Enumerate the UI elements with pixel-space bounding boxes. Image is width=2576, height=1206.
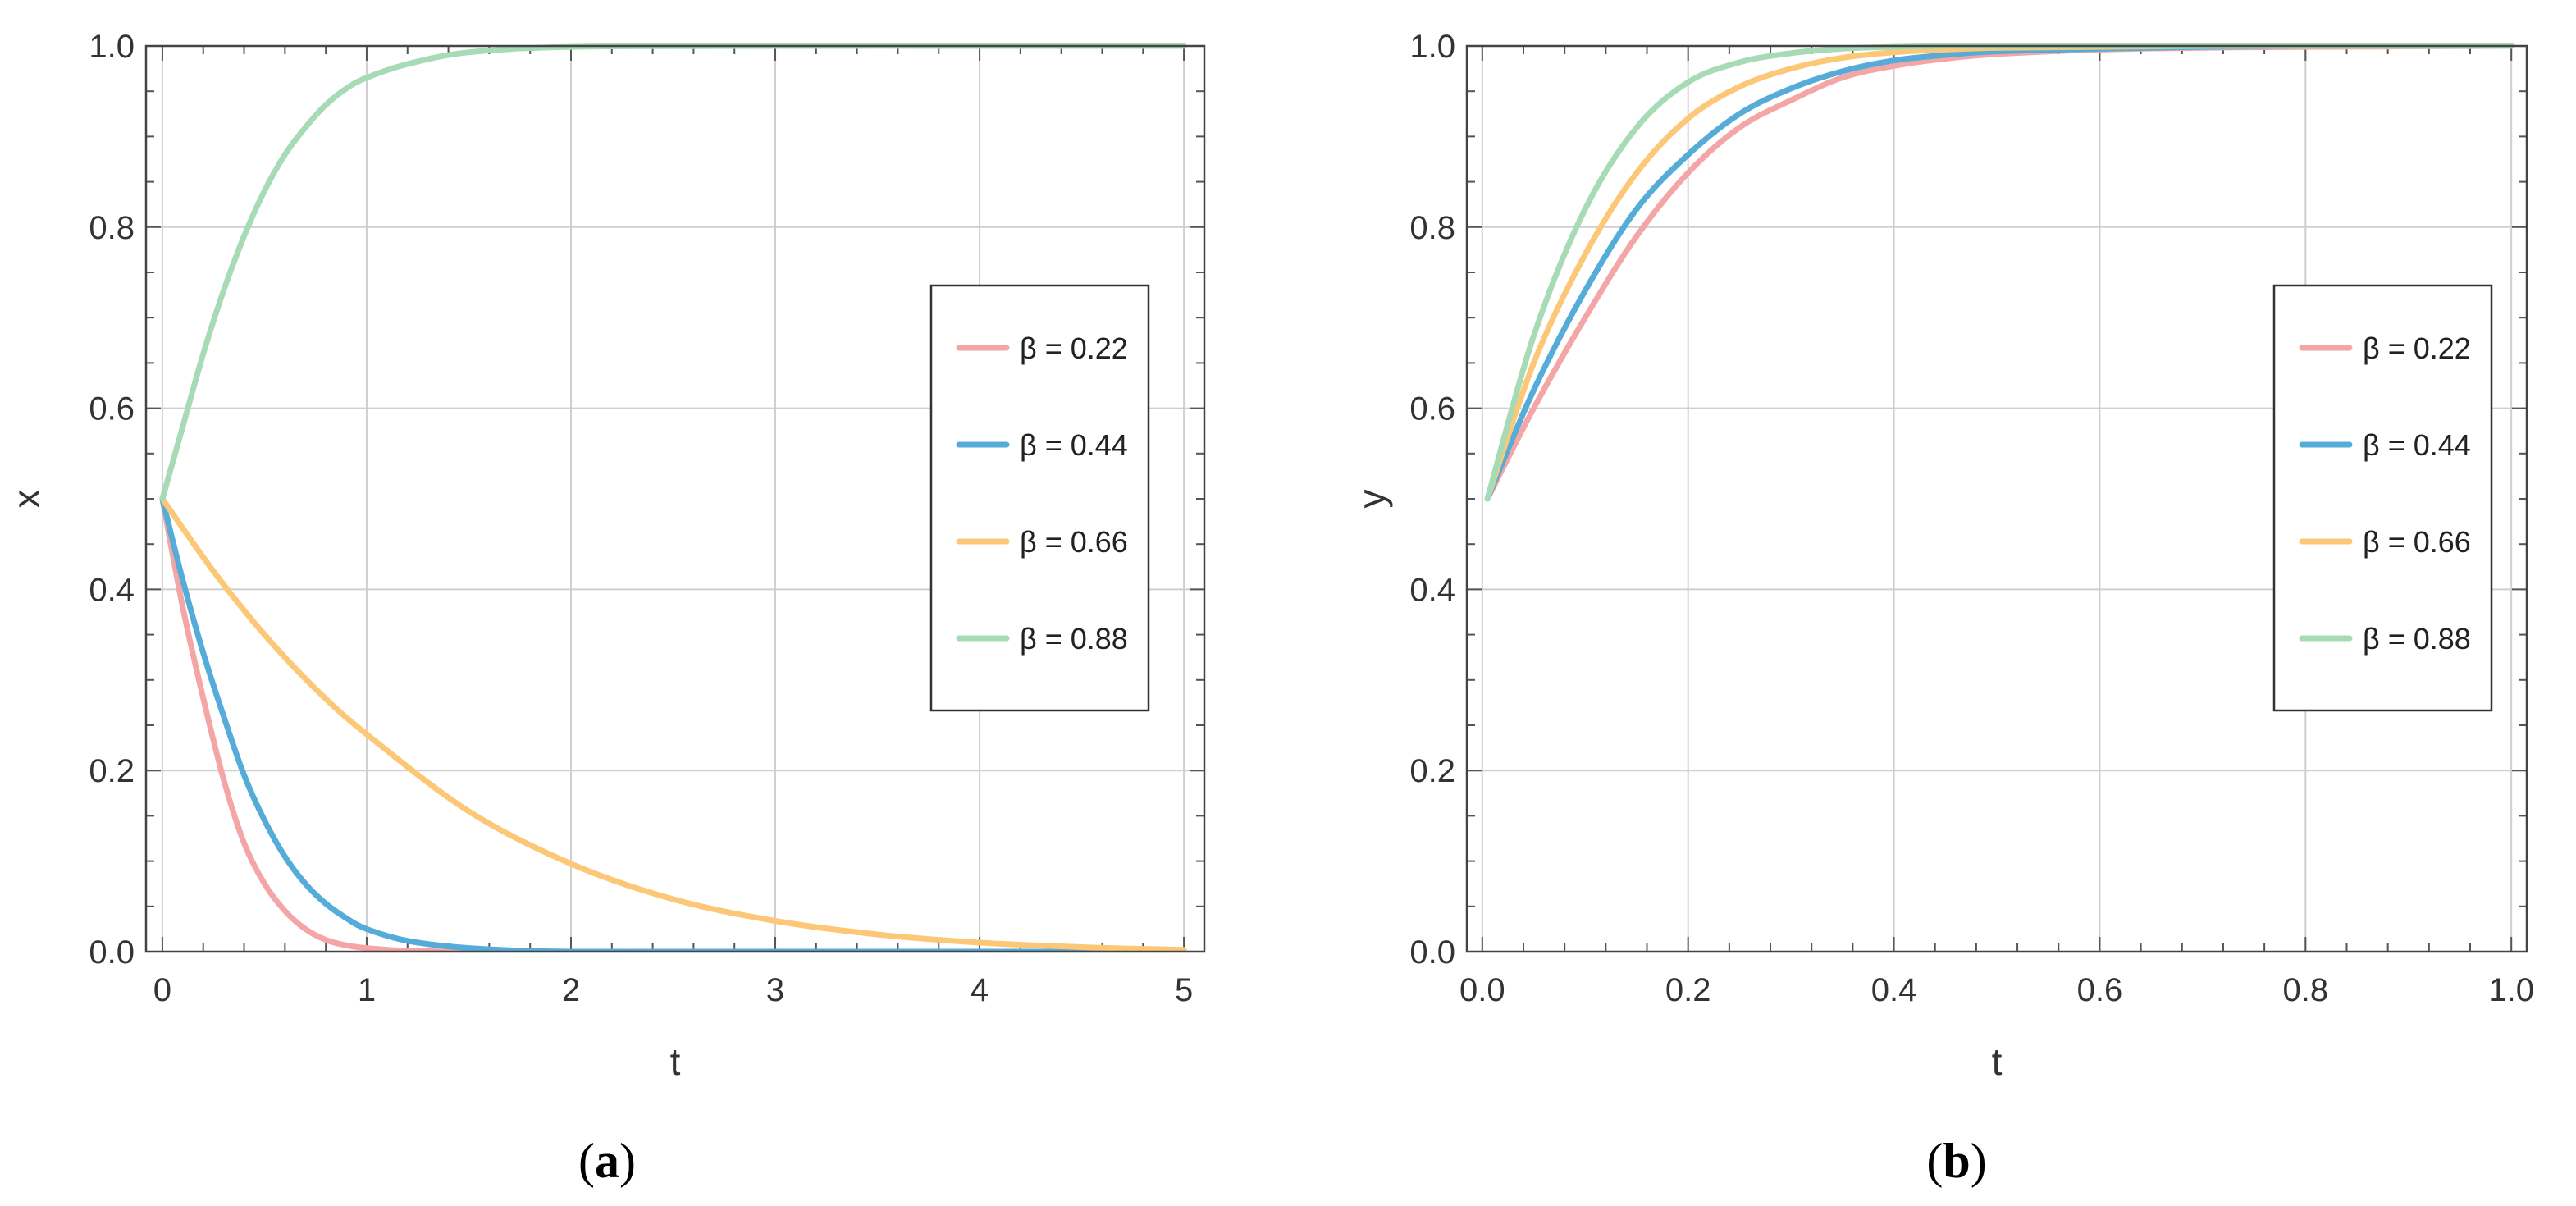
panel-b-xtick-label: 0.6: [2077, 972, 2123, 1008]
panel-a-legend: β = 0.22 β = 0.44 β = 0.66 β = 0.88: [929, 284, 1150, 712]
panel-b-xtick-label: 1.0: [2488, 972, 2534, 1008]
panel-a-xtick-label: 1: [358, 972, 376, 1008]
panel-b-ytick-label: 0.2: [1409, 753, 1455, 789]
panel-b-frame: [1465, 44, 2528, 953]
panel-b-ytick-label: 0.8: [1409, 210, 1455, 246]
panel-b-legend-entry: β = 0.44: [2363, 428, 2471, 462]
panel-a-legend-entry: β = 0.88: [1020, 622, 1128, 656]
panel-a-label: (a): [578, 1134, 636, 1188]
panel-b-legend: β = 0.22 β = 0.44 β = 0.66 β = 0.88: [2272, 284, 2493, 712]
panel-a-xtick-label: 5: [1175, 972, 1193, 1008]
panel-a-ytick-label: 0.4: [89, 572, 135, 608]
panel-a-legend-entry: β = 0.44: [1020, 428, 1128, 462]
panel-a-ytick-label: 0.6: [89, 391, 135, 427]
panel-b-xtick-label: 0.4: [1871, 972, 1917, 1008]
panel-a-ytick-label: 0.0: [89, 934, 135, 971]
panel-b-ytick-label: 1.0: [1409, 29, 1455, 65]
panel-b-legend-entry: β = 0.66: [2363, 525, 2471, 559]
panel-a-xtick-label: 2: [562, 972, 580, 1008]
panel-a-ytick-label: 0.2: [89, 753, 135, 789]
panel-b-ytick-label: 0.4: [1409, 572, 1455, 608]
panel-a-y-axis-label: x: [5, 490, 48, 509]
panel-a-xtick-label: 4: [971, 972, 989, 1008]
panel-a-ytick-label: 0.8: [89, 210, 135, 246]
panel-a-xtick-label: 3: [766, 972, 784, 1008]
panel-b-ytick-label: 0.0: [1409, 934, 1455, 971]
panel-b-xtick-label: 0.8: [2283, 972, 2329, 1008]
panel-b-xtick-label: 0.2: [1665, 972, 1711, 1008]
panel-b: 0.0 0.2 0.4 0.6 0.8 1.0 0.0 0.2 0.4 0.6 0.8 1.0 t y β …: [1350, 29, 2534, 1188]
panel-a-series-line-2: [159, 496, 1187, 952]
panel-b-x-axis-label: t: [1992, 1040, 2003, 1083]
panel-b-y-axis-label: y: [1350, 490, 1393, 509]
panel-a-legend-entry: β = 0.66: [1020, 525, 1128, 559]
panel-a-ytick-label: 1.0: [89, 29, 135, 65]
panel-a-xtick-label: 0: [153, 972, 171, 1008]
panel-a-series-line-1: [159, 496, 1187, 952]
panel-a-x-axis-label: t: [670, 1040, 681, 1083]
panel-b-legend-entry: β = 0.22: [2363, 331, 2471, 365]
panel-b-label: (b): [1926, 1134, 1986, 1188]
panel-a-series-line-0: [159, 496, 1187, 952]
panel-b-legend-entry: β = 0.88: [2363, 622, 2471, 656]
panel-a-frame: [144, 44, 1206, 953]
panel-a-legend-entry: β = 0.22: [1020, 331, 1128, 365]
panel-b-ytick-label: 0.6: [1409, 391, 1455, 427]
panel-b-xtick-label: 0.0: [1459, 972, 1505, 1008]
